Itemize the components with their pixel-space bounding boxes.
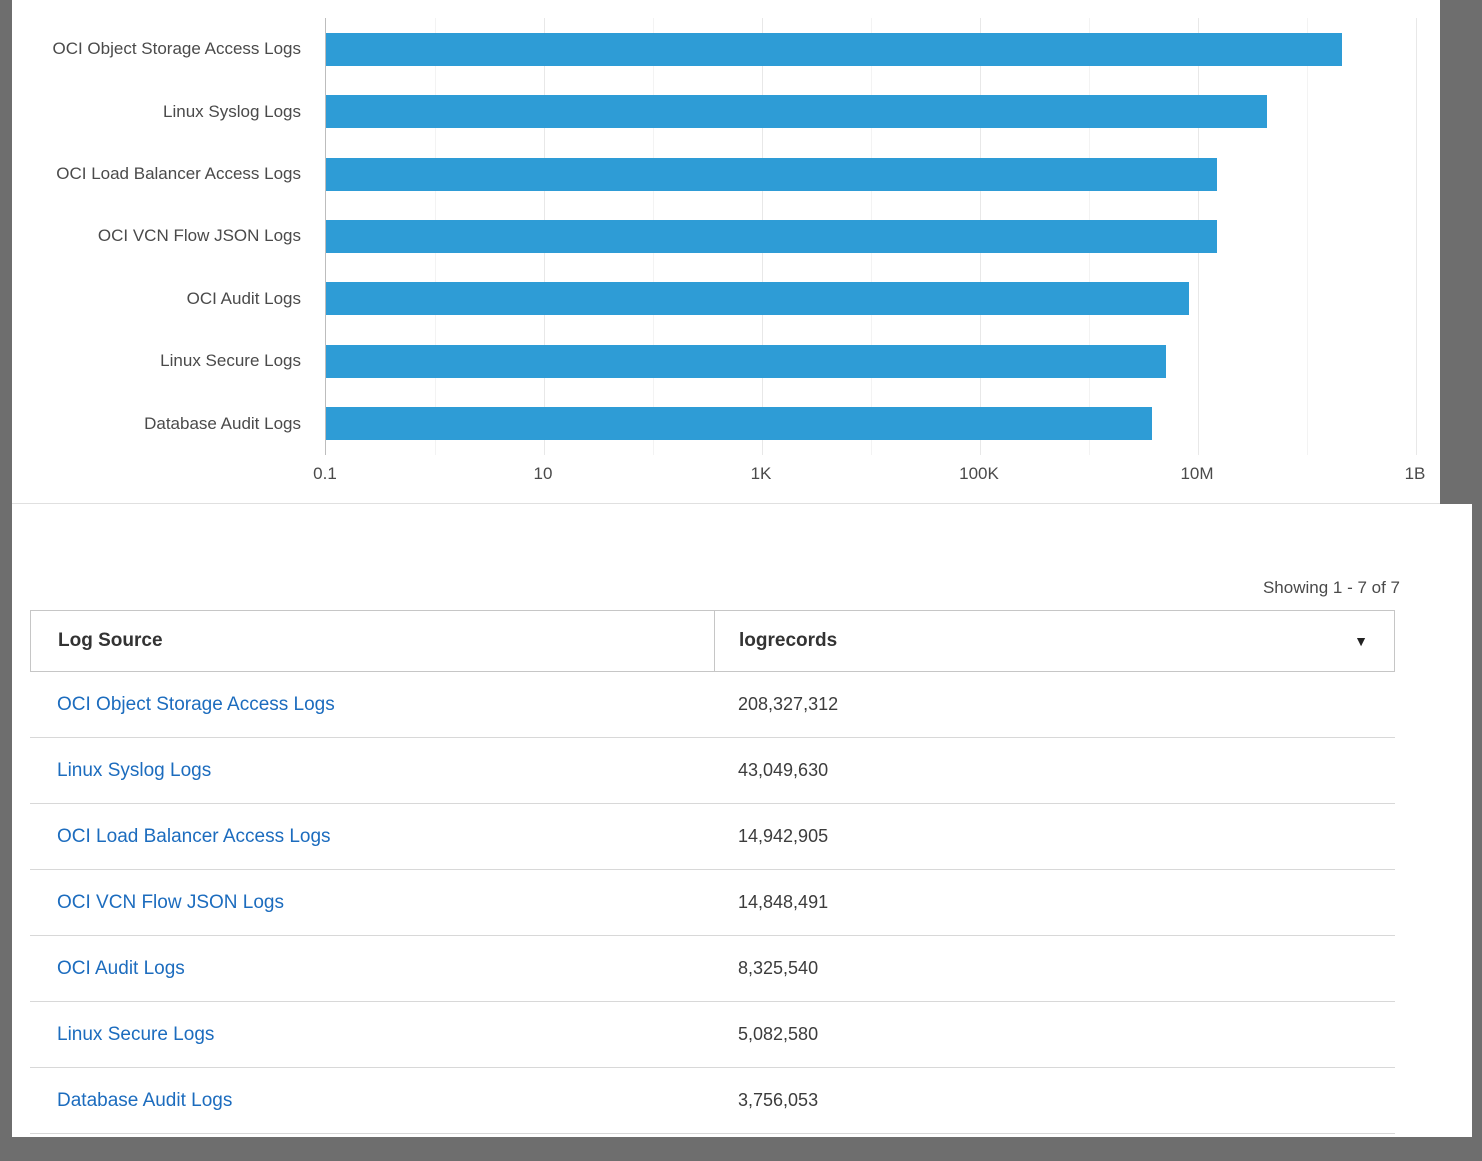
- column-header-logrecords[interactable]: logrecords ▼: [715, 611, 1394, 671]
- log-source-cell: OCI Audit Logs: [30, 958, 714, 980]
- table-row: OCI Load Balancer Access Logs 14,942,905: [30, 804, 1395, 870]
- log-source-link[interactable]: OCI VCN Flow JSON Logs: [57, 891, 284, 913]
- bar[interactable]: [326, 344, 1166, 378]
- log-source-cell: Database Audit Logs: [30, 1090, 714, 1112]
- log-sources-table: Log Source logrecords ▼ OCI Object Stora…: [30, 610, 1395, 1134]
- bar[interactable]: [326, 220, 1217, 253]
- category-label: OCI Load Balancer Access Logs: [56, 164, 301, 184]
- table-row: OCI VCN Flow JSON Logs 14,848,491: [30, 870, 1395, 936]
- log-source-cell: Linux Syslog Logs: [30, 760, 714, 782]
- table-row: Database Audit Logs 3,756,053: [30, 1068, 1395, 1134]
- x-axis-labels: 0.1 10 1K 100K 10M 1B: [313, 464, 1425, 490]
- results-panel: Showing 1 - 7 of 7 Log Source logrecords…: [12, 504, 1472, 1137]
- category-label: Linux Syslog Logs: [163, 101, 301, 121]
- log-source-link[interactable]: OCI Load Balancer Access Logs: [57, 825, 331, 847]
- plot-area: [325, 18, 1417, 455]
- pagination-summary: Showing 1 - 7 of 7: [1262, 578, 1400, 597]
- x-tick-label: 100K: [959, 464, 999, 483]
- log-source-link[interactable]: OCI Object Storage Access Logs: [57, 693, 335, 715]
- x-tick-label: 1K: [750, 464, 772, 483]
- logrecords-value: 8,325,540: [738, 958, 819, 978]
- table-body: OCI Object Storage Access Logs 208,327,31…: [30, 672, 1395, 1134]
- logrecords-value: 14,942,905: [738, 826, 829, 846]
- log-source-cell: OCI VCN Flow JSON Logs: [30, 892, 714, 914]
- bar[interactable]: [326, 32, 1342, 66]
- logrecords-value: 3,756,053: [738, 1090, 819, 1110]
- x-tick-label: 1B: [1404, 464, 1426, 483]
- table-row: Linux Secure Logs 5,082,580: [30, 1002, 1395, 1068]
- bar[interactable]: [326, 157, 1217, 191]
- x-tick-label: 10: [533, 464, 553, 483]
- category-label: OCI Object Storage Access Logs: [52, 39, 301, 59]
- category-label: Linux Secure Logs: [160, 351, 301, 371]
- gridline: [1416, 18, 1417, 455]
- logrecords-value: 43,049,630: [738, 760, 829, 780]
- column-header-label: Log Source: [58, 630, 163, 651]
- y-axis-labels: OCI Object Storage Access Logs Linux Sysl…: [12, 18, 313, 455]
- bar[interactable]: [326, 407, 1152, 441]
- log-source-link[interactable]: OCI Audit Logs: [57, 957, 185, 979]
- log-source-link[interactable]: Linux Secure Logs: [57, 1023, 215, 1045]
- bar[interactable]: [326, 282, 1190, 316]
- sort-descending-icon[interactable]: ▼: [1354, 633, 1368, 649]
- table-row: OCI Audit Logs 8,325,540: [30, 936, 1395, 1002]
- table-row: OCI Object Storage Access Logs 208,327,31…: [30, 672, 1395, 738]
- gridline: [1307, 18, 1308, 455]
- log-source-link[interactable]: Database Audit Logs: [57, 1089, 233, 1111]
- category-label: OCI VCN Flow JSON Logs: [97, 226, 301, 246]
- log-source-link[interactable]: Linux Syslog Logs: [57, 759, 212, 781]
- log-source-cell: OCI Object Storage Access Logs: [30, 694, 714, 716]
- bar-chart-panel: OCI Object Storage Access Logs Linux Sysl…: [12, 0, 1440, 504]
- x-tick-label: 0.1: [313, 464, 337, 483]
- column-header-log-source[interactable]: Log Source: [31, 611, 715, 671]
- category-label: Database Audit Logs: [144, 413, 301, 433]
- bar[interactable]: [326, 95, 1268, 129]
- category-label: OCI Audit Logs: [186, 288, 301, 308]
- column-header-label: logrecords: [739, 630, 838, 651]
- logrecords-value: 5,082,580: [738, 1024, 819, 1044]
- table-header-row: Log Source logrecords ▼: [30, 610, 1395, 672]
- x-tick-label: 10M: [1180, 464, 1214, 483]
- log-source-cell: Linux Secure Logs: [30, 1024, 714, 1046]
- table-row: Linux Syslog Logs 43,049,630: [30, 738, 1395, 804]
- logrecords-value: 208,327,312: [738, 694, 839, 714]
- logrecords-value: 14,848,491: [738, 892, 829, 912]
- log-source-cell: OCI Load Balancer Access Logs: [30, 826, 714, 848]
